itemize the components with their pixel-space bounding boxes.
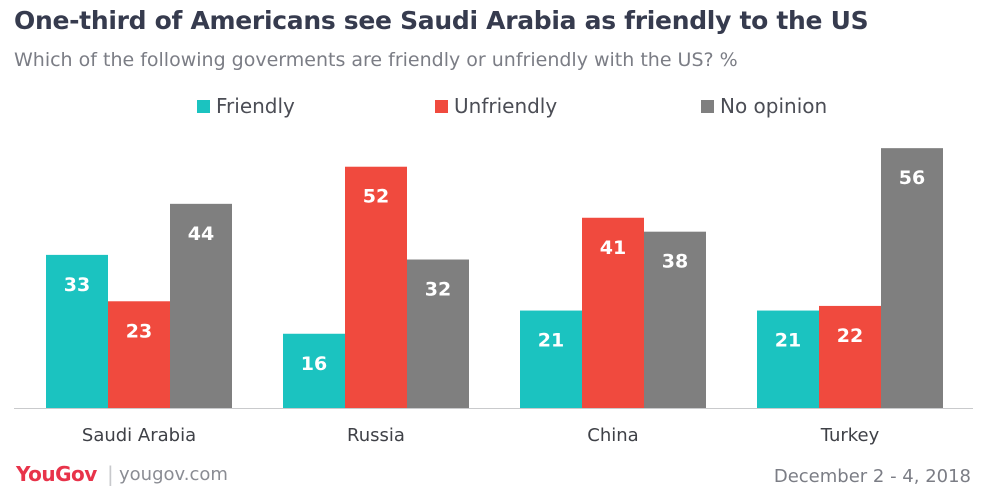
bar-china-no-opinion: [644, 231, 706, 408]
data-label-saudi-arabia-friendly: 33: [64, 274, 90, 296]
legend-swatch-unfriendly: [435, 99, 448, 113]
bar-turkey-friendly: [757, 310, 819, 408]
bar-chart: 33 23 44 Saudi Arabia 16 52 32 Russia 21 41 38 Chin…: [14, 148, 973, 446]
data-label-china-no-opinion: 38: [662, 251, 688, 273]
bar-russia-friendly: [283, 333, 345, 408]
legend-label-unfriendly: Unfriendly: [454, 94, 558, 118]
legend-item-no-opinion: No opinion: [701, 94, 827, 118]
data-label-saudi-arabia-no-opinion: 44: [188, 223, 214, 245]
data-label-russia-friendly: 16: [301, 353, 327, 375]
legend-swatch-no-opinion: [701, 99, 714, 113]
bar-turkey-no-opinion: [881, 148, 943, 408]
chart-subtitle: Which of the following goverments are fr…: [14, 49, 738, 71]
bar-china-friendly: [520, 310, 582, 408]
bar-saudi-arabia-no-opinion: [170, 203, 232, 408]
data-label-russia-unfriendly: 52: [363, 186, 389, 208]
legend-label-friendly: Friendly: [216, 94, 295, 118]
data-label-turkey-unfriendly: 22: [837, 325, 863, 347]
bar-russia-unfriendly: [345, 166, 407, 408]
footer-url[interactable]: yougov.com: [119, 464, 228, 485]
legend-item-unfriendly: Unfriendly: [435, 94, 557, 118]
bar-russia-no-opinion: [407, 259, 469, 408]
footer-separator: |: [107, 462, 114, 486]
category-label-turkey: Turkey: [820, 425, 880, 446]
category-label-russia: Russia: [347, 425, 405, 446]
data-label-china-unfriendly: 41: [600, 237, 626, 259]
category-label-china: China: [587, 425, 638, 446]
bar-turkey-unfriendly: [819, 305, 881, 408]
data-label-saudi-arabia-unfriendly: 23: [126, 320, 152, 342]
legend-label-no-opinion: No opinion: [720, 94, 828, 118]
data-label-china-friendly: 21: [538, 330, 564, 352]
survey-date: December 2 - 4, 2018: [773, 466, 971, 487]
yougov-logo: YouGov: [16, 462, 97, 486]
category-label-saudi-arabia: Saudi Arabia: [82, 425, 196, 446]
legend-swatch-friendly: [197, 99, 210, 113]
data-label-turkey-friendly: 21: [775, 330, 801, 352]
bar-china-unfriendly: [582, 217, 644, 408]
legend: Friendly Unfriendly No opinion: [0, 94, 987, 120]
data-label-turkey-no-opinion: 56: [899, 167, 925, 189]
data-label-russia-no-opinion: 32: [425, 279, 451, 301]
bar-saudi-arabia-friendly: [46, 254, 108, 408]
legend-item-friendly: Friendly: [197, 94, 295, 118]
bar-saudi-arabia-unfriendly: [108, 301, 170, 408]
chart-title: One-third of Americans see Saudi Arabia …: [14, 6, 869, 35]
